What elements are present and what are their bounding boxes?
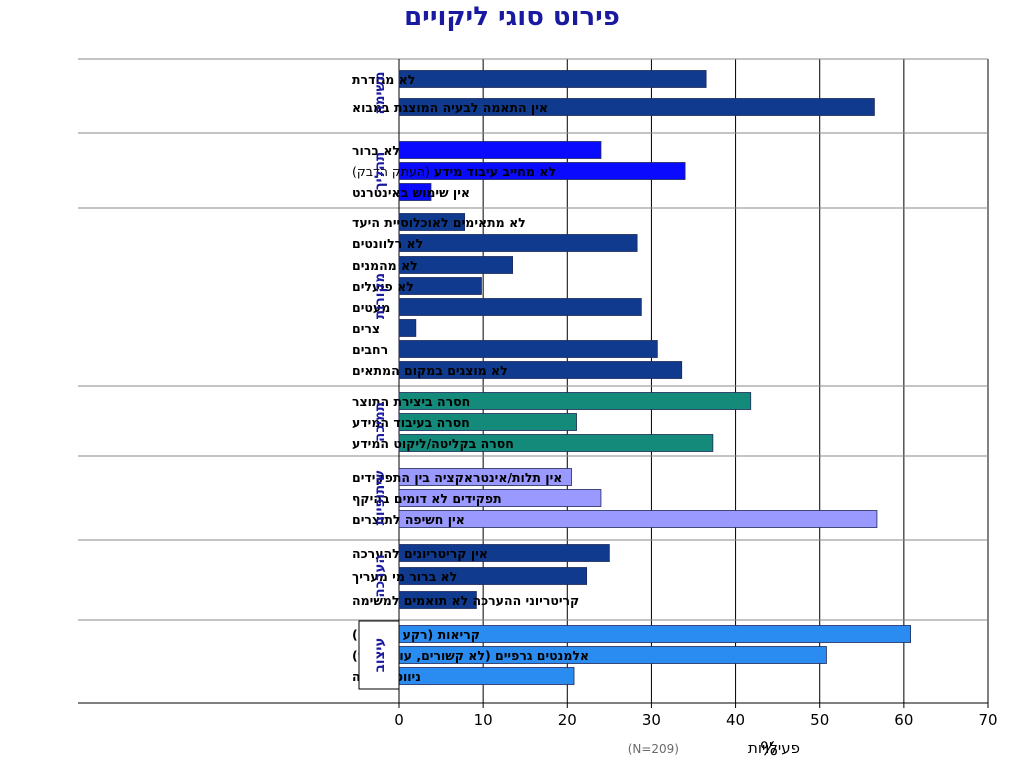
category-label: קריטריוני ההערכה לא תואמים למשימה bbox=[352, 593, 579, 608]
bar bbox=[398, 544, 610, 562]
x-axis-percent: % bbox=[760, 738, 778, 760]
category-label: לא פועלים bbox=[352, 279, 414, 294]
bar bbox=[398, 468, 572, 486]
category-label: אלמנטים גרפיים (לא קשורים, עומס יתר) bbox=[352, 648, 589, 663]
group-label: הערכה bbox=[372, 554, 388, 597]
bar bbox=[398, 340, 658, 358]
bar bbox=[398, 183, 432, 201]
bar bbox=[398, 510, 878, 528]
x-tick-label: 60 bbox=[894, 711, 913, 729]
x-tick-label: 10 bbox=[474, 711, 493, 729]
bar bbox=[398, 213, 466, 231]
category-label: אין שימוש באינטרנט bbox=[352, 185, 470, 200]
bar bbox=[398, 277, 482, 295]
bar bbox=[398, 319, 417, 337]
group-label-box bbox=[358, 620, 400, 690]
category-label: לא מגודרת bbox=[352, 72, 415, 87]
bar bbox=[398, 70, 707, 88]
x-tick-label: 30 bbox=[642, 711, 661, 729]
bar bbox=[398, 567, 588, 585]
group-label: מקורות bbox=[372, 273, 388, 319]
bar bbox=[398, 256, 513, 274]
category-label: אין התאמה לבעיה המוצגת במבוא bbox=[352, 100, 548, 115]
bar bbox=[398, 667, 575, 685]
bar bbox=[398, 141, 602, 159]
bar bbox=[398, 392, 752, 410]
bar bbox=[398, 234, 638, 252]
category-label: לא ברור bbox=[352, 143, 400, 158]
bar bbox=[398, 591, 477, 609]
category-label: חסרה בקליטה/ליקוט המידע bbox=[352, 436, 514, 451]
category-label: רחבים bbox=[352, 342, 388, 357]
category-label: חסרה בעיבוד המידע bbox=[352, 415, 470, 430]
bar bbox=[398, 98, 875, 116]
category-label: לא רלוונטים bbox=[352, 236, 423, 251]
x-axis-title: פעילויות bbox=[748, 739, 800, 757]
category-label: לא ברור מי מעריך bbox=[352, 569, 457, 584]
bar bbox=[398, 162, 686, 180]
group-label: משימה bbox=[372, 71, 388, 114]
category-label: אין קריטריונים להערכה bbox=[352, 546, 488, 561]
category-label: לא מתאימים לאוכלוסיית היעד bbox=[352, 215, 526, 230]
category-label: לא מוצגים במקום המתאים bbox=[352, 363, 508, 378]
category-label: אין תלות/אינטראקציה בין התפקידים bbox=[352, 470, 562, 485]
category-label: לא מהמנים bbox=[352, 258, 418, 273]
x-tick-label: 50 bbox=[810, 711, 829, 729]
category-label: לא מחייב עיבוד מידע (העתק הדבק) bbox=[352, 164, 556, 179]
bar bbox=[398, 361, 683, 379]
x-axis-note: (N=209) bbox=[628, 742, 679, 756]
bar bbox=[398, 298, 642, 316]
category-label: אין חשיפה לתוצרים bbox=[352, 512, 465, 527]
category-label: מעטים bbox=[352, 300, 390, 315]
group-label: תהליך bbox=[372, 152, 388, 190]
category-label: חסרה ביצירת התוצר bbox=[352, 394, 470, 409]
bar bbox=[398, 413, 577, 431]
bar bbox=[398, 489, 602, 507]
category-label: תפקידים לא דומים בהיקף bbox=[352, 491, 502, 506]
x-tick-label: 40 bbox=[726, 711, 745, 729]
x-tick-label: 70 bbox=[978, 711, 997, 729]
x-tick-label: 0 bbox=[394, 711, 404, 729]
x-tick-label: 20 bbox=[558, 711, 577, 729]
category-label: צרים bbox=[352, 321, 380, 336]
group-label: תמיכה bbox=[372, 402, 388, 442]
bar bbox=[398, 434, 714, 452]
group-label: שיתופיות bbox=[372, 470, 388, 526]
chart-title: פירוט סוגי ליקויים bbox=[404, 2, 620, 32]
group-label: עיצוב bbox=[372, 638, 388, 673]
